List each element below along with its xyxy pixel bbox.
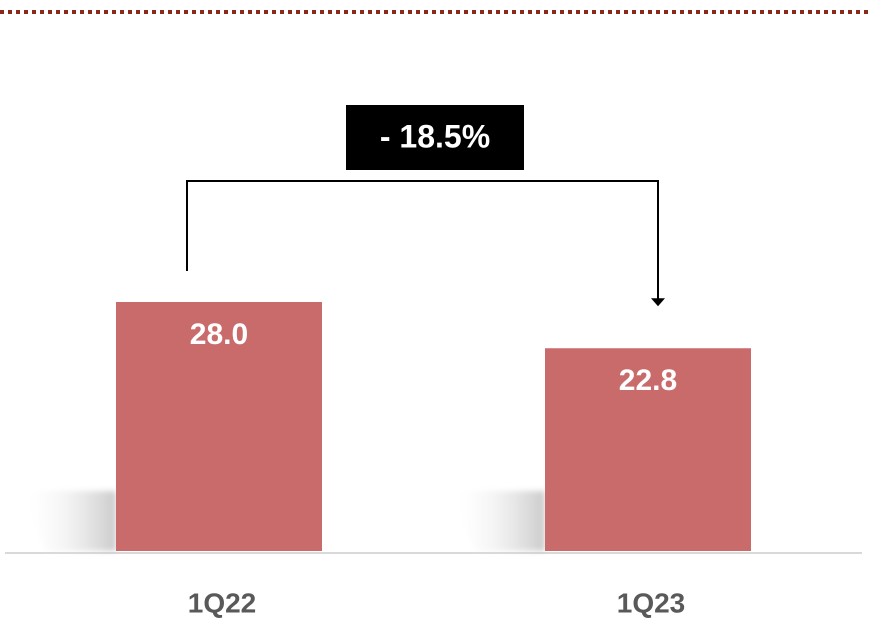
x-tick-label: 1Q22 <box>188 587 257 618</box>
bar <box>116 302 322 551</box>
bar-shadow <box>450 491 545 551</box>
value-label: 28.0 <box>190 318 248 351</box>
arrowhead <box>651 298 665 307</box>
bracket <box>186 180 659 301</box>
annotation: - 18.5% <box>380 118 490 154</box>
x-tick-label: 1Q23 <box>617 587 686 618</box>
annotation-box <box>346 105 524 170</box>
value-label: 22.8 <box>619 364 677 397</box>
bar-shadow <box>21 491 116 551</box>
bar <box>545 348 751 551</box>
